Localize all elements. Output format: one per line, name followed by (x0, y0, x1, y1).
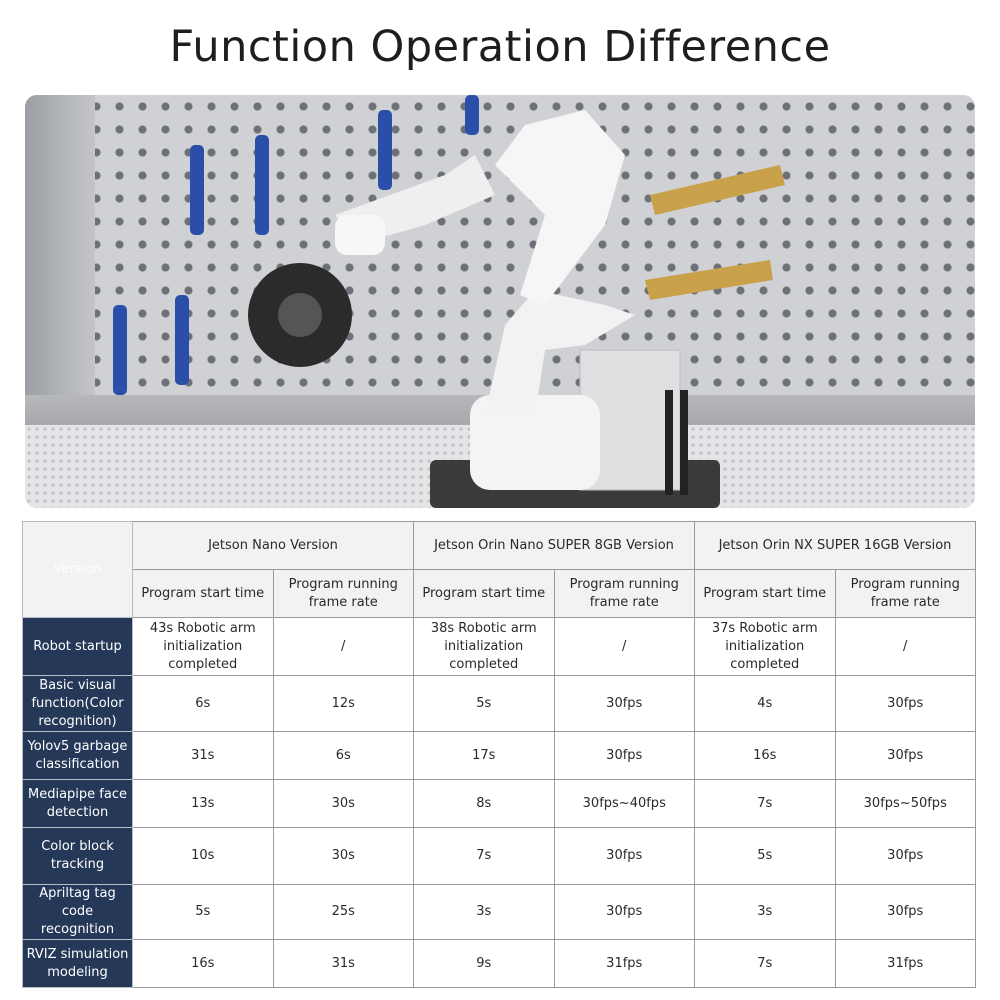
table-cell: 30fps (553, 731, 695, 780)
subheader-row: Program start time Program running frame… (23, 569, 976, 618)
wall (25, 95, 95, 425)
row-label: Mediapipe face detection (22, 779, 133, 828)
table-cell: 30fps (834, 827, 976, 885)
table-cell: 8s (413, 779, 555, 828)
table-cell: 30fps (834, 731, 976, 780)
row-label: RVIZ simulation modeling (22, 939, 133, 988)
table-cell: 3s (694, 884, 836, 940)
table-cell: 31s (132, 731, 274, 780)
row-label: Yolov5 garbage classification (22, 731, 133, 780)
table-cell: 30fps~50fps (834, 779, 976, 828)
table-cell: 30s (272, 779, 414, 828)
table-row: Mediapipe face detection 13s 30s 8s 30fps~40… (22, 779, 976, 828)
table-row: Basic visual function(Color recognition)… (22, 675, 976, 732)
table-cell: 31fps (553, 939, 695, 988)
table-cell: 7s (413, 827, 555, 885)
row-label: Robot startup (22, 617, 133, 676)
table-cell: 5s (694, 827, 836, 885)
table-cell: 30fps (553, 827, 695, 885)
table-cell: 31s (272, 939, 414, 988)
robot-arm-illustration (113, 95, 785, 508)
table-cell: 43s Robotic arm initialization completed (132, 617, 274, 676)
table-row: Robot startup 43s Robotic arm initializat… (22, 617, 976, 676)
table-cell: / (834, 617, 976, 676)
version-header: Jetson Nano Version (132, 521, 414, 570)
table-cell: 30fps (553, 675, 695, 732)
table-cell: 30fps (834, 675, 976, 732)
table-cell: 7s (694, 779, 836, 828)
corner-cell: Version (22, 521, 133, 618)
table-row: Apriltag tag code recognition 5s 25s 3s 30fp… (22, 884, 976, 940)
table-cell: 5s (413, 675, 555, 732)
table-cell: 4s (694, 675, 836, 732)
product-photo-robot-arm (25, 95, 975, 508)
subheader: Program start time (694, 569, 836, 618)
table-cell: 3s (413, 884, 555, 940)
table-row: Yolov5 garbage classification 31s 6s 17s 30f… (22, 731, 976, 780)
table-cell: 30fps (553, 884, 695, 940)
version-header: Jetson Orin Nano SUPER 8GB Version (413, 521, 695, 570)
subheader: Program start time (413, 569, 555, 618)
subheader: Program running frame rate (834, 569, 976, 618)
table-cell: 30fps~40fps (553, 779, 695, 828)
table-cell: 16s (694, 731, 836, 780)
subheader: Program running frame rate (272, 569, 414, 618)
table-row: Color block tracking 10s 30s 7s 30fps 5s 30fps (22, 827, 976, 885)
table-cell: 30s (272, 827, 414, 885)
comparison-table: Version Jetson Nano Version Jetson Orin … (22, 521, 976, 988)
table-cell: / (272, 617, 414, 676)
page-title: Function Operation Difference (169, 22, 831, 72)
row-label: Color block tracking (22, 827, 133, 885)
table-cell: 5s (132, 884, 274, 940)
table-cell: 13s (132, 779, 274, 828)
table-cell: 10s (132, 827, 274, 885)
table-row: RVIZ simulation modeling 16s 31s 9s 31fps 7s 3… (22, 939, 976, 988)
table-cell: 16s (132, 939, 274, 988)
version-header: Jetson Orin NX SUPER 16GB Version (694, 521, 976, 570)
table-cell: 12s (272, 675, 414, 732)
version-header-row: Version Jetson Nano Version Jetson Orin … (22, 521, 976, 618)
table-cell: 9s (413, 939, 555, 988)
table-cell: 17s (413, 731, 555, 780)
table-cell: 7s (694, 939, 836, 988)
subheader: Program start time (132, 569, 274, 618)
table-cell: 31fps (834, 939, 976, 988)
table-cell: / (553, 617, 695, 676)
table-cell: 30fps (834, 884, 976, 940)
table-cell: 6s (272, 731, 414, 780)
table-cell: 6s (132, 675, 274, 732)
subheader: Program running frame rate (553, 569, 695, 618)
table-cell: 25s (272, 884, 414, 940)
row-label: Apriltag tag code recognition (22, 884, 133, 940)
row-label: Basic visual function(Color recognition) (22, 675, 133, 732)
table-cell: 38s Robotic arm initialization completed (413, 617, 555, 676)
table-cell: 37s Robotic arm initialization completed (694, 617, 836, 676)
